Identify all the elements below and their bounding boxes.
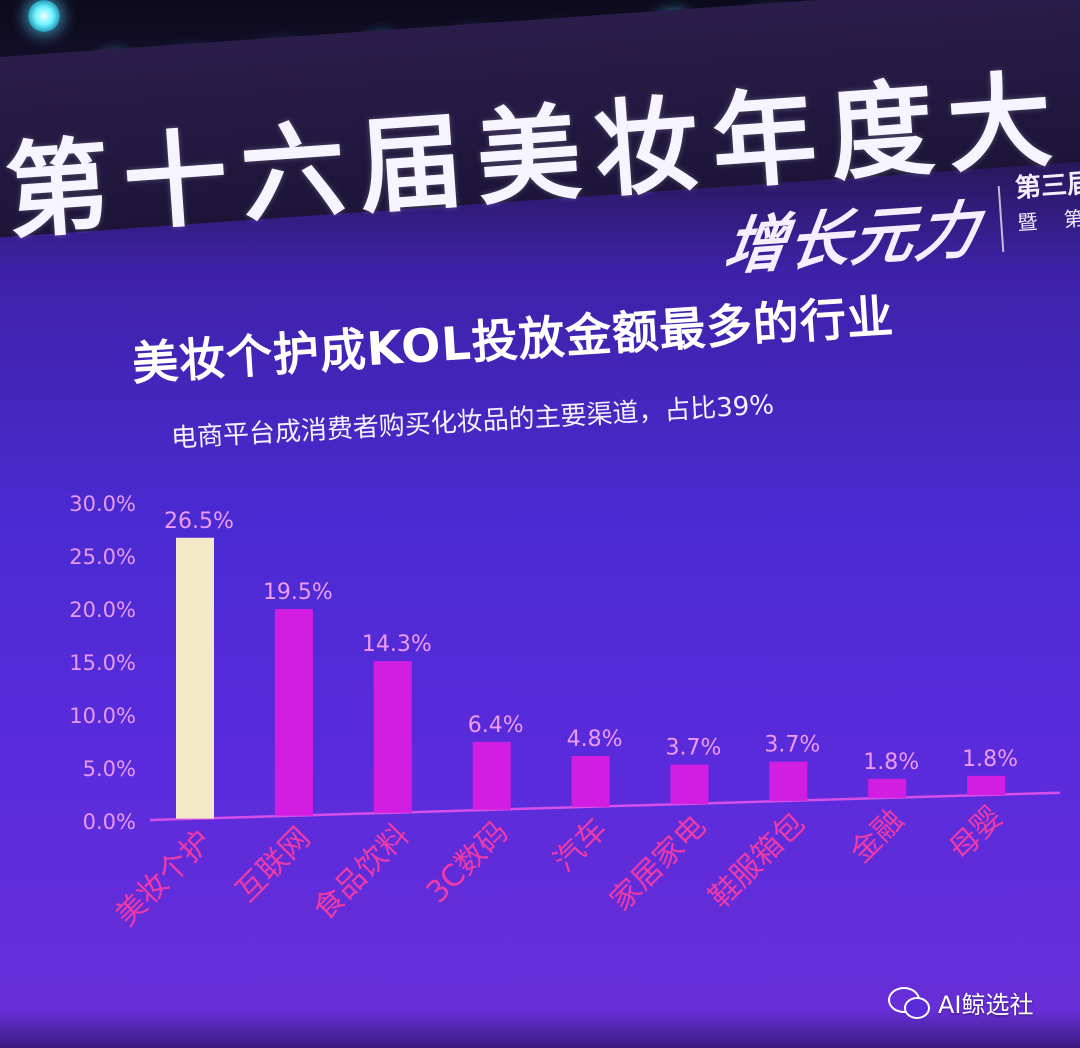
bottom-shade	[0, 1010, 1080, 1048]
slogan-divider	[997, 186, 1005, 252]
side-tag-line1: 第三届	[1014, 168, 1080, 204]
data-label: 1.8%	[863, 750, 919, 775]
category-label: 3C数码	[420, 815, 515, 910]
y-tick-label: 20.0%	[69, 598, 136, 622]
chart-subtitle: 电商平台成消费者购买化妆品的主要渠道，占比39%	[170, 390, 775, 454]
bar	[868, 778, 907, 798]
bar	[670, 764, 709, 804]
watermark-text: AI鲸选社	[938, 990, 1034, 1019]
watermark: AI鲸选社	[888, 982, 1034, 1022]
category-label: 汽车	[547, 812, 614, 879]
wechat-icon	[888, 985, 930, 1019]
y-tick-label: 25.0%	[69, 545, 136, 569]
y-tick-label: 15.0%	[69, 651, 136, 675]
bar	[967, 775, 1006, 795]
bar	[769, 761, 808, 801]
chart-title: 美妆个护成KOL投放金额最多的行业	[130, 289, 896, 391]
side-tag: 第三届 暨 第	[1014, 167, 1080, 240]
category-label: 金融	[844, 803, 911, 870]
category-label: 食品饮料	[307, 818, 417, 928]
side-tag-line2: 暨 第	[1016, 205, 1080, 235]
y-tick-label: 0.0%	[83, 810, 136, 834]
category-label: 互联网	[229, 821, 317, 909]
stage-light-icon	[28, 0, 60, 32]
category-label: 家居家电	[603, 809, 713, 919]
calligraphy-slogan: 增长元力	[719, 192, 986, 285]
data-label: 19.5%	[263, 580, 333, 605]
bar	[176, 537, 214, 819]
bar	[274, 608, 313, 816]
category-label: 母婴	[943, 800, 1010, 867]
data-label: 14.3%	[362, 632, 432, 657]
category-label: 美妆个护	[109, 824, 219, 934]
y-tick-label: 30.0%	[69, 492, 136, 516]
data-label: 3.7%	[764, 733, 820, 758]
bar	[472, 741, 511, 810]
y-tick-label: 10.0%	[69, 704, 136, 728]
bar	[373, 661, 412, 813]
data-label: 26.5%	[164, 509, 234, 534]
y-tick-label: 5.0%	[83, 757, 136, 781]
data-label: 1.8%	[962, 747, 1018, 772]
bar	[571, 755, 610, 807]
bar-chart: 0.0% 5.0% 10.0% 15.0% 20.0% 25.0% 30.0% 26.5% 美妆…	[69, 492, 1061, 934]
data-label: 3.7%	[665, 736, 721, 761]
data-label: 4.8%	[567, 727, 623, 752]
category-label: 鞋服箱包	[702, 806, 812, 916]
data-label: 6.4%	[468, 713, 524, 738]
